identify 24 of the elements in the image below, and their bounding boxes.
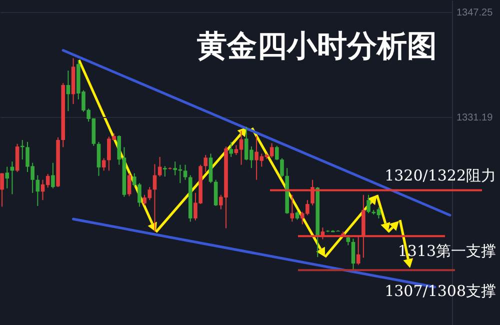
candlestick [36,174,40,206]
candlestick [96,141,101,176]
y-tick-label: 1347.25 [456,8,494,19]
candlestick [5,166,10,189]
y-tick-label: 1331.19 [456,112,494,124]
candlestick [158,156,162,178]
candlestick [204,154,208,172]
candlestick [127,172,132,197]
candlestick [0,172,4,208]
candlestick [275,145,279,161]
ref-line-label: 1307/1308支撑 [384,282,496,300]
candlestick [366,194,370,214]
candlestick [229,141,233,158]
candlestick [214,179,218,206]
candlestick [290,194,294,222]
candlestick [280,158,284,178]
candlestick [183,164,188,180]
candlestick [102,158,106,172]
candlestick [51,162,55,189]
text: 黄金四小时分析图 [197,29,437,64]
candlestick [66,70,70,112]
candlestick [351,238,356,270]
ref-line-label: 1320/1322阻力 [384,166,496,184]
candlestick [163,166,167,178]
